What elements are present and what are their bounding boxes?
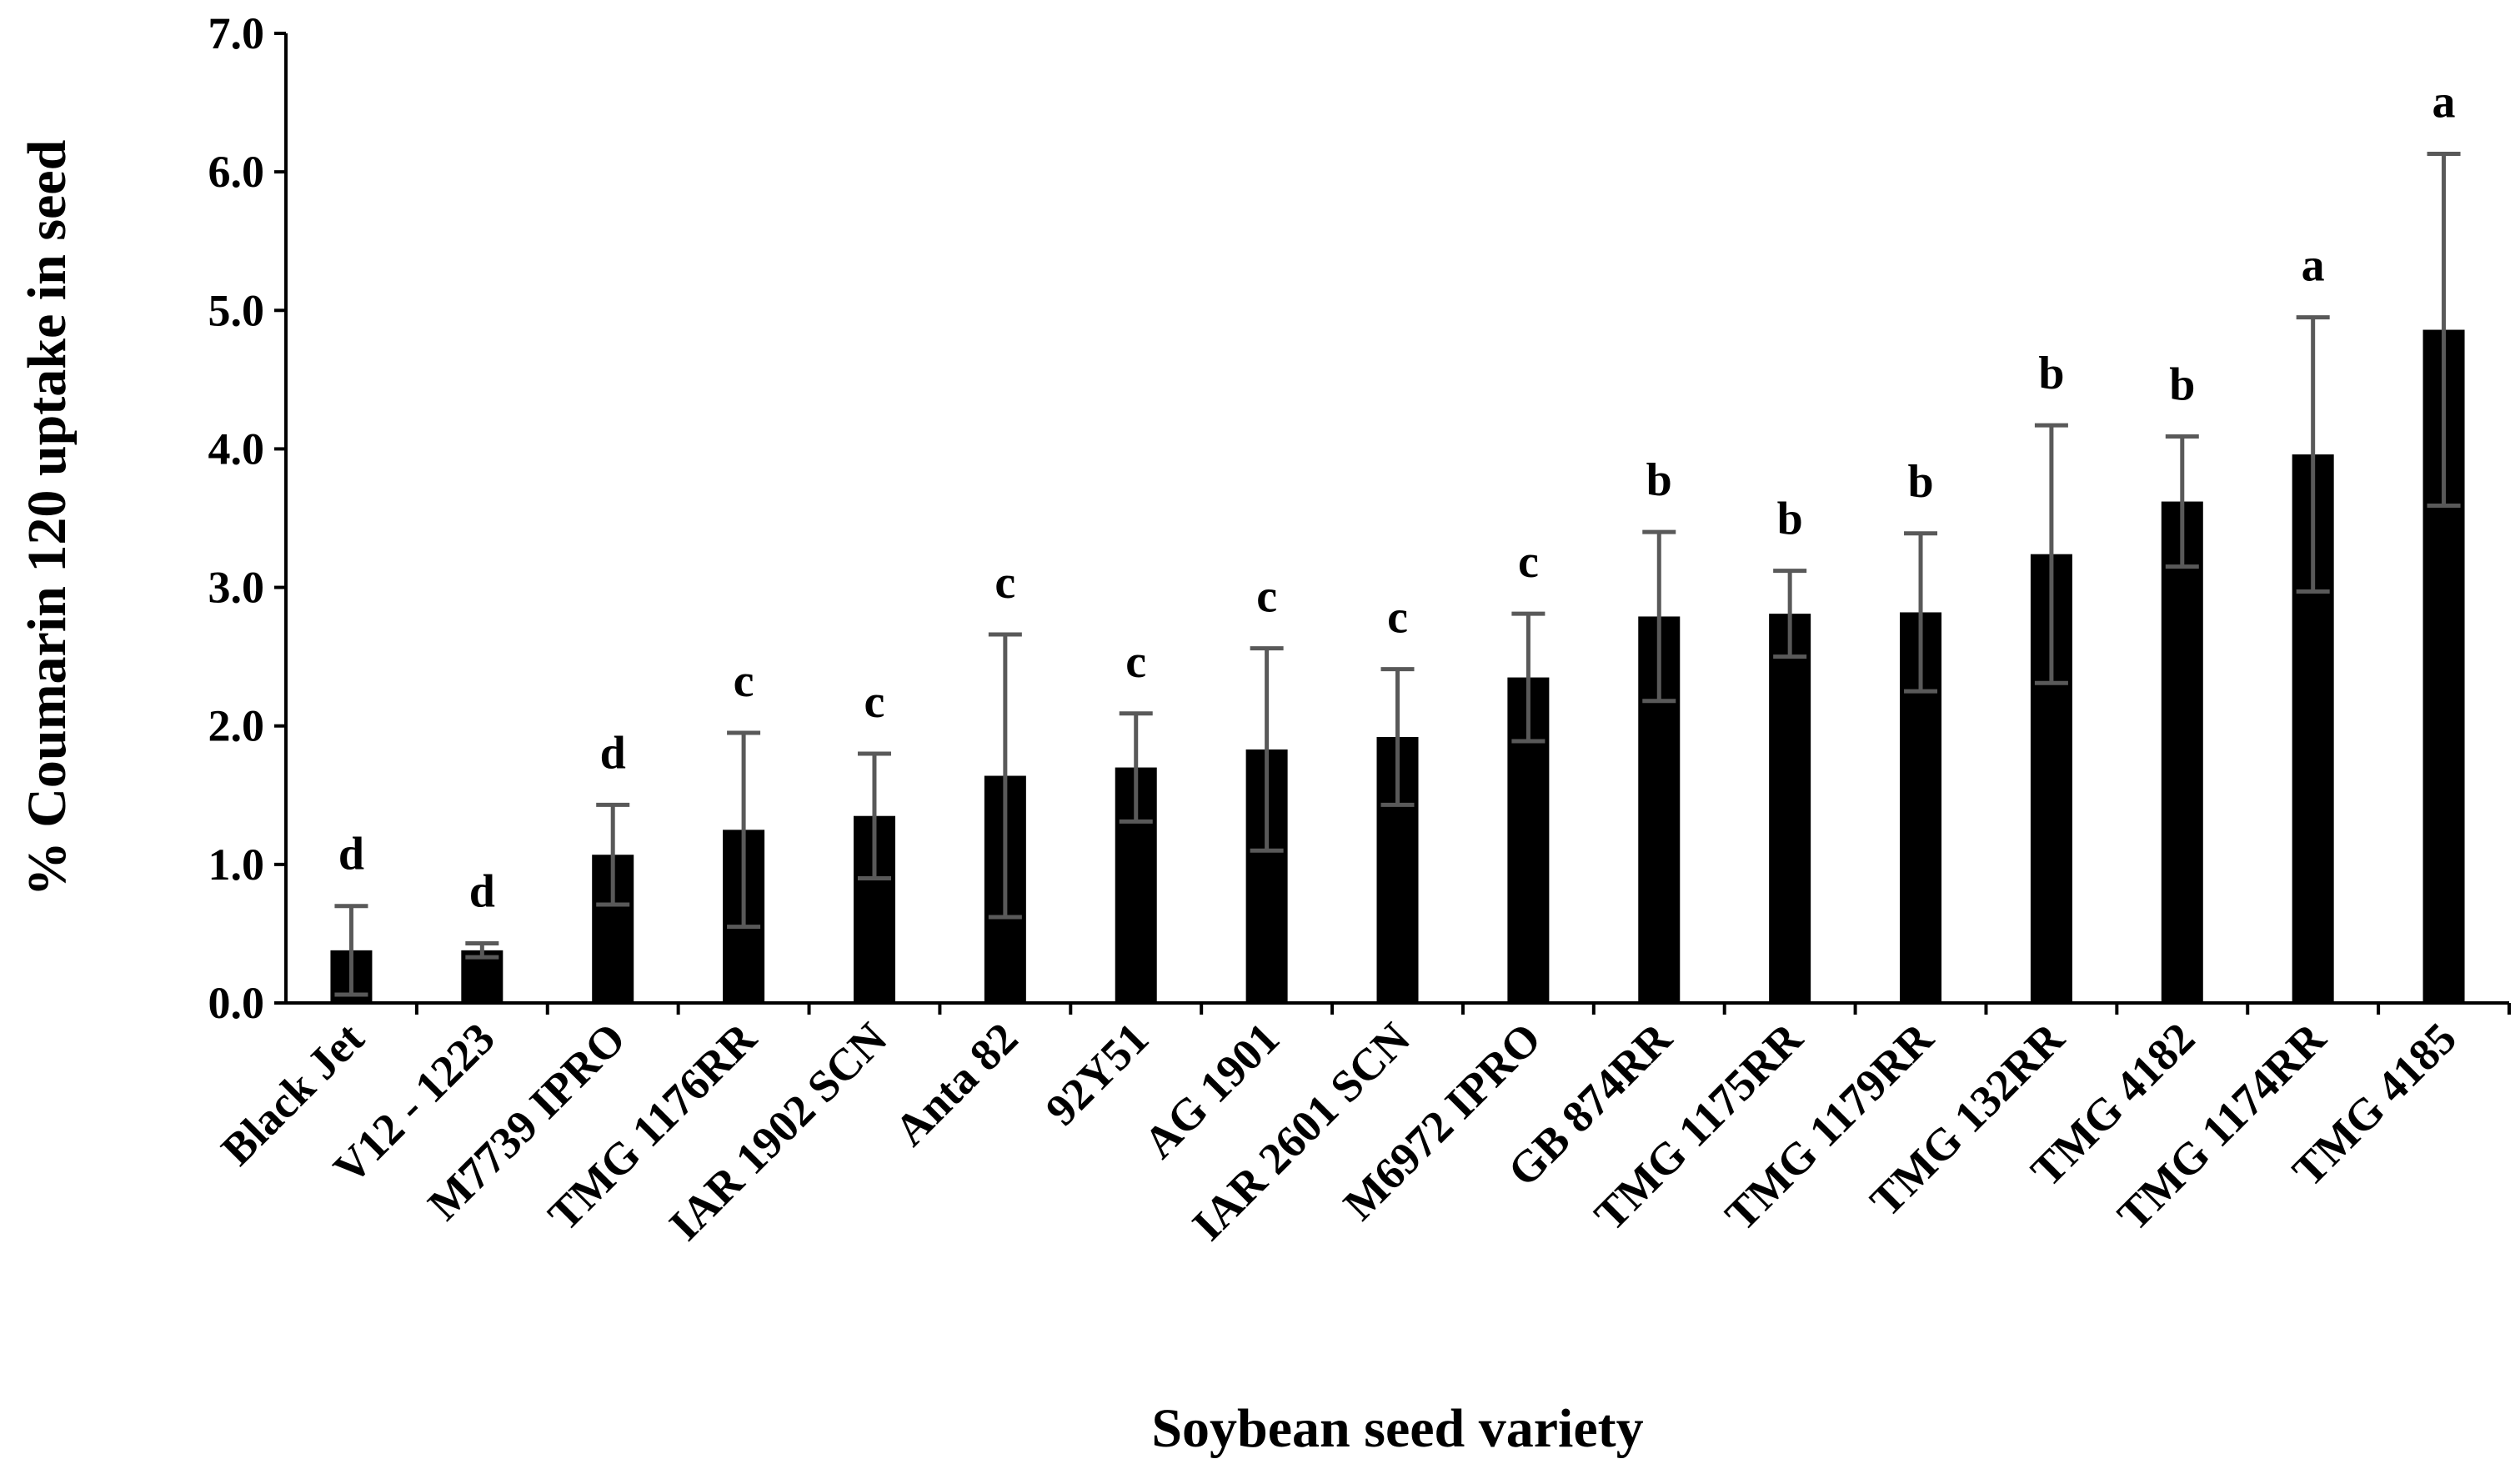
significance-label: d [600,727,626,779]
significance-label: b [1646,454,1672,506]
error-bar [727,730,761,930]
error-bar [1904,531,1938,694]
significance-label: d [469,866,495,918]
bar [1769,614,1811,1003]
bar [2161,501,2203,1003]
y-axis-ticks: 0.0 1.0 2.0 3.0 4.0 5.0 6.0 7.0 [208,8,286,1028]
error-bar [2296,315,2330,594]
error-bar [1773,569,1807,659]
significance-label: d [338,829,364,880]
y-tick-label: 2.0 [208,701,265,751]
significance-label: c [1125,636,1146,688]
x-tick-label: Anta 82 [885,1013,1028,1156]
significance-label: c [734,655,754,707]
error-bar [334,904,368,997]
error-bar [857,751,891,880]
y-tick-label: 7.0 [208,8,265,58]
error-bar [988,632,1022,920]
error-bar [2427,152,2461,509]
error-bar [1250,646,1284,853]
significance-label: a [2302,240,2325,292]
error-bar [465,941,499,960]
significance-label: a [2432,77,2456,128]
y-tick-label: 3.0 [208,563,265,613]
error-bars [334,152,2461,997]
significance-label: b [2038,348,2064,399]
significance-label: c [1387,592,1408,644]
error-bar [2034,423,2068,685]
x-tick-label: 92Y51 [1036,1013,1158,1135]
significance-label: b [1907,456,1933,508]
y-tick-label: 0.0 [208,978,265,1028]
x-axis-title: Soybean seed variety [1151,1398,1643,1459]
significance-label: b [1777,494,1803,545]
significance-label: c [1256,571,1277,623]
y-tick-label: 4.0 [208,424,265,474]
y-axis-title: % Coumarin 120 uptake in seed [17,140,78,897]
significance-label: c [864,676,885,728]
bars [330,329,2465,1003]
significance-label: c [994,557,1015,609]
error-bar [1380,667,1415,807]
significance-labels: d d d c c c c c c c b b b b b a a [338,77,2456,918]
error-bar [1642,529,1676,704]
significance-label: b [2169,358,2195,410]
significance-label: c [1518,536,1539,588]
y-tick-label: 5.0 [208,285,265,335]
error-bar [596,802,630,907]
y-tick-label: 1.0 [208,840,265,890]
error-bar [1511,611,1546,744]
error-bar [1119,711,1153,824]
error-bar [2165,434,2199,569]
y-tick-label: 6.0 [208,147,265,197]
